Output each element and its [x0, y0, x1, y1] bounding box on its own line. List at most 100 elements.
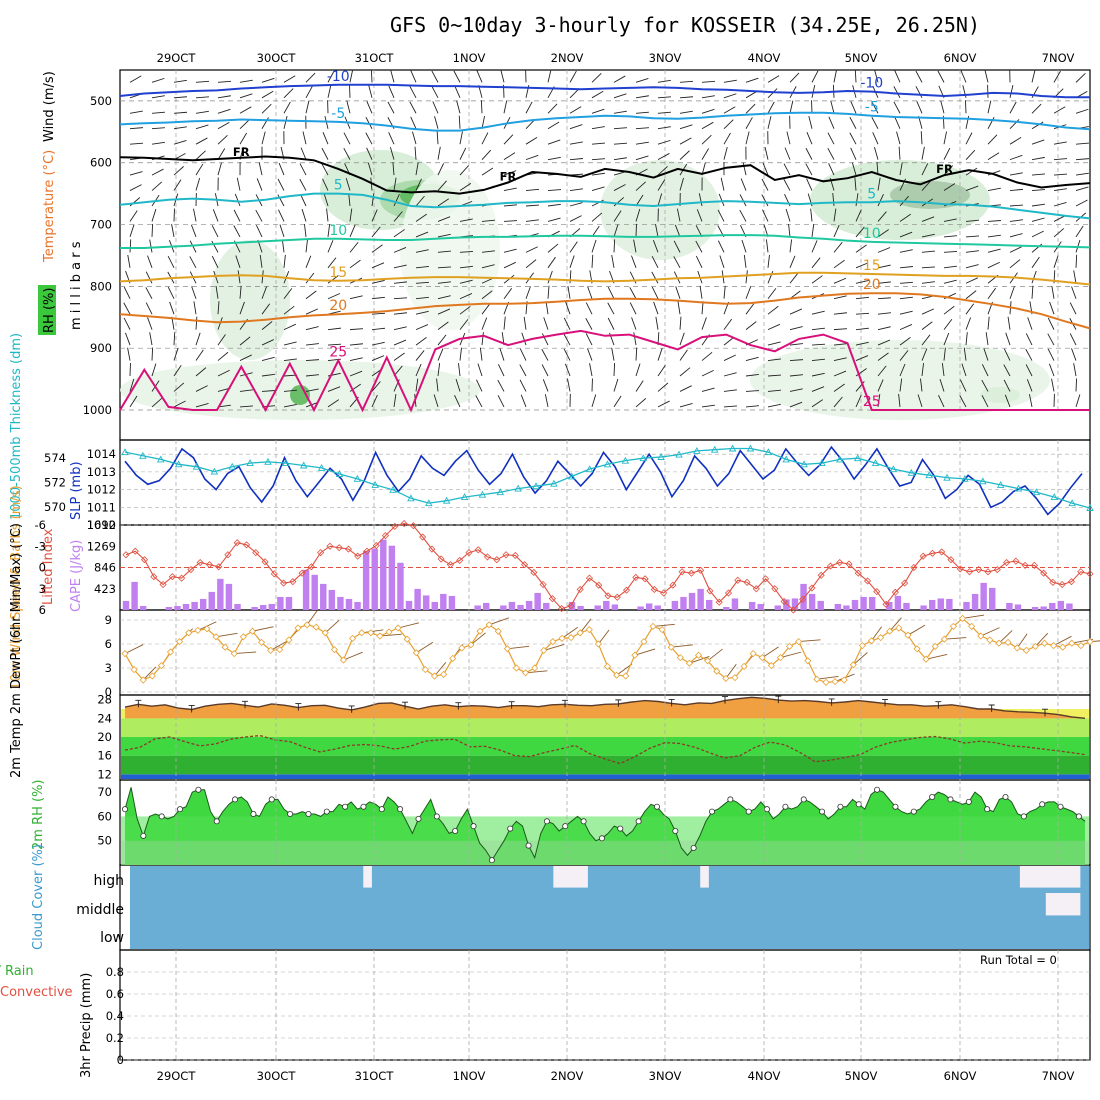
wind-barb-600 — [745, 270, 748, 284]
wind-barb-164 — [828, 116, 835, 129]
wind-barb-661 — [145, 302, 153, 315]
li-point-59 — [669, 581, 677, 589]
wind-barb-564 — [921, 266, 935, 269]
wind-barb-883 — [195, 385, 208, 392]
wind-barb-561 — [855, 262, 869, 269]
wind-barb-152 — [569, 124, 583, 130]
wind-barb-567 — [987, 261, 1000, 269]
rh2m-line — [124, 787, 1086, 862]
wind-barb-823 — [811, 358, 825, 361]
wind-barb-616 — [123, 286, 131, 299]
wind-barb-259 — [987, 152, 1000, 161]
wind-barb-608 — [921, 281, 935, 284]
wind-barb-234 — [437, 146, 441, 160]
wind-barb-405 — [326, 208, 329, 222]
wind-barb-750 — [173, 332, 176, 346]
wind-barb-951 — [723, 405, 737, 408]
wind-barb-924 — [129, 395, 138, 408]
wind-barb-397 — [151, 208, 157, 222]
wind-barb-603 — [811, 275, 823, 284]
wind-barb-538 — [349, 259, 361, 269]
wind-speed-point-94 — [977, 632, 985, 640]
li-ytick-1: -3 — [35, 539, 46, 553]
wind-speed-point-51 — [585, 626, 593, 634]
wind-barb-238 — [525, 154, 539, 161]
rh2m-point-123 — [874, 786, 881, 793]
li-point-5 — [168, 573, 176, 581]
wind-barb-511 — [717, 240, 725, 253]
wind-barb-4 — [217, 80, 231, 83]
wind-barb-89 — [151, 111, 165, 114]
wind-barb-889 — [327, 386, 341, 392]
rh-shade-10 — [750, 340, 1050, 420]
wind-barb-450 — [349, 224, 356, 238]
wind-barb-851 — [458, 363, 461, 377]
wind-barb-931 — [283, 403, 297, 408]
wind-barb-558 — [789, 255, 796, 268]
isotherm-label-3-1: 10 — [863, 226, 881, 242]
temp-ytick-24: 24 — [97, 711, 112, 725]
wind-speed-point-28 — [376, 632, 384, 640]
wind10m-barb-20 — [306, 610, 318, 626]
cape-bar-94 — [928, 599, 936, 610]
wind-barb-218 — [1053, 141, 1067, 145]
wind-barb-562 — [877, 264, 891, 269]
thickness-point-11 — [317, 463, 326, 471]
wind-barb-414 — [525, 219, 539, 222]
li-point-68 — [752, 585, 760, 593]
wind-barb-859 — [635, 363, 641, 377]
wind-barb-529 — [147, 255, 153, 268]
wind-barb-301 — [943, 165, 954, 176]
li-point-3 — [150, 573, 158, 581]
wind-barb-462 — [613, 224, 619, 238]
wind-barb-682 — [607, 302, 615, 315]
wind-speed-point-45 — [531, 664, 539, 672]
wind-barb-351 — [1075, 186, 1089, 191]
wind-barb-637 — [587, 286, 593, 299]
rh2m-point-30 — [305, 811, 312, 818]
temp-minmax-21 — [402, 701, 408, 710]
wind-barb-424 — [739, 209, 747, 222]
isotherm-label-2-1: 5 — [867, 186, 876, 202]
wind-speed-point-2 — [139, 676, 147, 684]
wind-speed-point-89 — [931, 642, 939, 650]
wind-barb-610 — [965, 277, 978, 284]
wind-barb-824 — [833, 357, 847, 361]
isotherm-label-5-1: 20 — [863, 277, 881, 293]
wind-barb-826 — [877, 352, 889, 361]
wind-barb-626 — [349, 295, 363, 300]
wind-barb-679 — [545, 301, 549, 315]
thickness-point-50 — [1014, 484, 1023, 492]
wind-barb-542 — [437, 266, 451, 269]
wind-speed-point-59 — [658, 626, 666, 634]
wind10m-barb-84 — [889, 617, 902, 632]
cape-bar-77 — [783, 599, 790, 610]
wind-barb-258 — [965, 149, 976, 160]
wind-speed-point-75 — [804, 657, 812, 665]
wind-speed-point-85 — [895, 624, 903, 632]
cape-bar-71 — [731, 598, 739, 610]
wind-barb-322 — [437, 180, 447, 191]
wind-barb-69 — [679, 96, 693, 99]
wind-barb-869 — [855, 368, 867, 377]
li-point-83 — [891, 588, 899, 596]
upper-ytick-700: 700 — [90, 218, 112, 232]
li-point-27 — [372, 541, 380, 550]
wind10m-barb-98 — [1016, 633, 1028, 649]
temp-line — [124, 696, 1086, 719]
wind-barb-121 — [850, 101, 857, 114]
wind-barb-480 — [1009, 233, 1023, 238]
rh2m-point-147 — [1020, 813, 1027, 820]
wind-barb-373 — [591, 199, 604, 207]
wind-barb-521 — [943, 250, 957, 253]
lifted-index-axis-title: Lifted Index — [41, 528, 56, 605]
wind-barb-125 — [940, 100, 945, 114]
thickness-point-36 — [764, 448, 773, 456]
cloud-level-label-middle: middle — [76, 902, 124, 918]
li-point-88 — [938, 548, 946, 556]
wind-barb-332 — [657, 179, 666, 191]
wind-barb-788 — [1005, 332, 1011, 346]
wind-barb-592 — [569, 270, 572, 284]
wind-barb-36 — [915, 70, 923, 83]
wind-barb-431 — [899, 213, 912, 222]
